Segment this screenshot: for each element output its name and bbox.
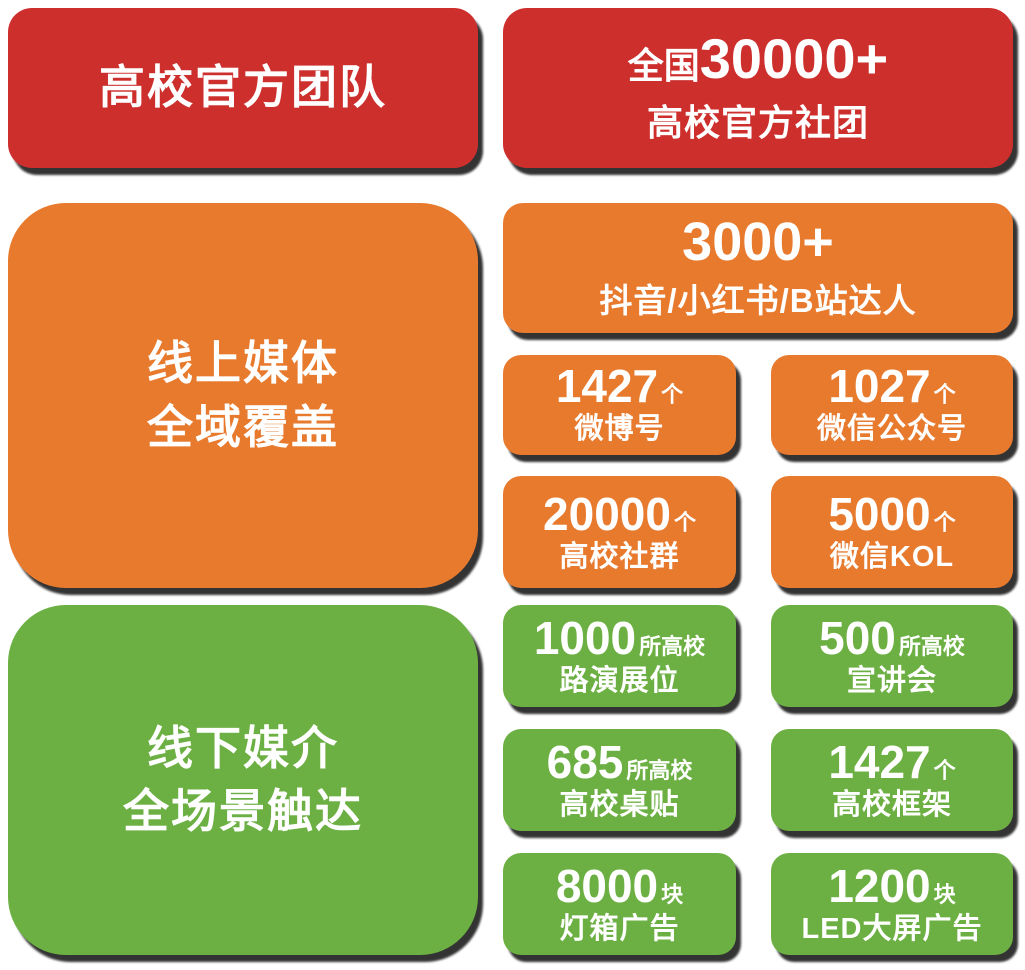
stat-card-campus-frame: 1427 个 高校框架 <box>771 729 1013 831</box>
stat-label: LED大屏广告 <box>801 912 983 945</box>
stat-numline: 1427 个 <box>555 360 684 413</box>
offline-cells-row-3: 8000 块 灯箱广告 1200 块 LED大屏广告 <box>503 853 1013 955</box>
official-summary-prefix: 全国 <box>627 44 700 86</box>
online-feature-number: 3000+ <box>682 211 834 272</box>
official-summary-number: 30000+ <box>699 26 889 90</box>
stat-number: 1000 <box>533 611 637 664</box>
stat-unit: 个 <box>933 757 956 783</box>
online-title-line2: 全域覆盖 <box>147 400 339 453</box>
stat-number: 685 <box>546 735 624 788</box>
online-title-line1: 线上媒体 <box>147 337 339 390</box>
stat-card-roadshow: 1000 所高校 路演展位 <box>503 605 736 707</box>
online-cells-row-1: 1427 个 微博号 1027 个 微信公众号 <box>503 354 1013 455</box>
offline-title-box: 线下媒介 全场景触达 <box>8 605 478 955</box>
stat-numline: 1200 块 <box>828 859 956 912</box>
stat-number: 20000 <box>543 487 671 540</box>
stat-number: 1427 <box>828 735 931 788</box>
stat-label: 微博号 <box>574 413 665 446</box>
stat-label: 高校框架 <box>831 788 952 821</box>
offline-title-line2: 全场景触达 <box>123 785 363 837</box>
stat-unit: 个 <box>933 382 956 408</box>
stat-number: 1427 <box>555 360 659 413</box>
stat-card-wechat-kol: 5000 个 微信KOL <box>771 476 1013 588</box>
official-right-column: 全国 30000+ 高校官方社团 <box>503 8 1013 168</box>
stat-label: 微信公众号 <box>816 413 967 446</box>
offline-title: 线下媒介 全场景触达 <box>123 717 363 844</box>
section-offline: 线下媒介 全场景触达 1000 所高校 路演展位 500 所高校 <box>8 605 1013 955</box>
official-summary-label: 高校官方社团 <box>646 102 869 144</box>
stat-number: 1027 <box>828 360 931 413</box>
stat-card-seminar: 500 所高校 宣讲会 <box>771 605 1013 707</box>
stat-unit: 个 <box>933 509 956 535</box>
stat-card-wechat-official: 1027 个 微信公众号 <box>771 354 1013 455</box>
stat-unit: 所高校 <box>898 633 965 659</box>
stat-numline: 1427 个 <box>828 735 956 788</box>
stat-numline: 500 所高校 <box>819 611 965 664</box>
online-feature-card: 3000+ 抖音/小红书/B站达人 <box>503 203 1013 333</box>
stat-label: 路演展位 <box>559 664 680 697</box>
section-online: 线上媒体 全域覆盖 3000+ 抖音/小红书/B站达人 1427 个 微博号 <box>8 203 1013 588</box>
offline-right-column: 1000 所高校 路演展位 500 所高校 宣讲会 685 <box>503 605 1013 955</box>
official-title: 高校官方团队 <box>99 61 387 114</box>
stat-card-campus-groups: 20000 个 高校社群 <box>503 476 736 588</box>
offline-cells-row-2: 685 所高校 高校桌贴 1427 个 高校框架 <box>503 729 1013 831</box>
stat-label: 高校社群 <box>559 540 680 573</box>
stat-number: 500 <box>819 611 896 664</box>
online-feature-label: 抖音/小红书/B站达人 <box>599 282 917 320</box>
stat-number: 1200 <box>828 859 931 912</box>
stat-label: 微信KOL <box>829 540 955 573</box>
stat-unit: 个 <box>673 509 696 535</box>
stat-numline: 1000 所高校 <box>533 611 706 664</box>
stat-card-weibo: 1427 个 微博号 <box>503 354 736 455</box>
official-title-box: 高校官方团队 <box>8 8 478 168</box>
stat-unit: 个 <box>661 382 684 408</box>
stat-unit: 所高校 <box>626 757 693 783</box>
stat-number: 8000 <box>555 859 659 912</box>
stat-label: 高校桌贴 <box>559 788 680 821</box>
stat-card-lightbox: 8000 块 灯箱广告 <box>503 853 736 955</box>
stat-numline: 8000 块 <box>555 859 684 912</box>
stat-unit: 所高校 <box>639 633 706 659</box>
section-official: 高校官方团队 全国 30000+ 高校官方社团 <box>8 8 1013 168</box>
stat-card-desk-sticker: 685 所高校 高校桌贴 <box>503 729 736 831</box>
official-summary-numline: 全国 30000+ <box>627 26 889 90</box>
stat-card-led-screen: 1200 块 LED大屏广告 <box>771 853 1013 955</box>
online-right-column: 3000+ 抖音/小红书/B站达人 1427 个 微博号 1027 个 <box>503 203 1013 588</box>
online-title-box: 线上媒体 全域覆盖 <box>8 203 478 588</box>
offline-title-line1: 线下媒介 <box>147 721 339 774</box>
stat-label: 宣讲会 <box>846 664 937 697</box>
offline-cells-row-1: 1000 所高校 路演展位 500 所高校 宣讲会 <box>503 605 1013 707</box>
stat-unit: 块 <box>661 881 684 907</box>
stat-unit: 块 <box>933 881 956 907</box>
online-cells-row-2: 20000 个 高校社群 5000 个 微信KOL <box>503 476 1013 588</box>
stat-number: 5000 <box>828 487 931 540</box>
stat-numline: 1027 个 <box>828 360 956 413</box>
stat-label: 灯箱广告 <box>559 912 680 945</box>
online-feature-numline: 3000+ <box>682 211 834 272</box>
online-title: 线上媒体 全域覆盖 <box>147 332 339 459</box>
stat-numline: 20000 个 <box>543 487 696 540</box>
stat-numline: 5000 个 <box>828 487 956 540</box>
stat-numline: 685 所高校 <box>546 735 693 788</box>
official-summary-card: 全国 30000+ 高校官方社团 <box>503 8 1013 168</box>
